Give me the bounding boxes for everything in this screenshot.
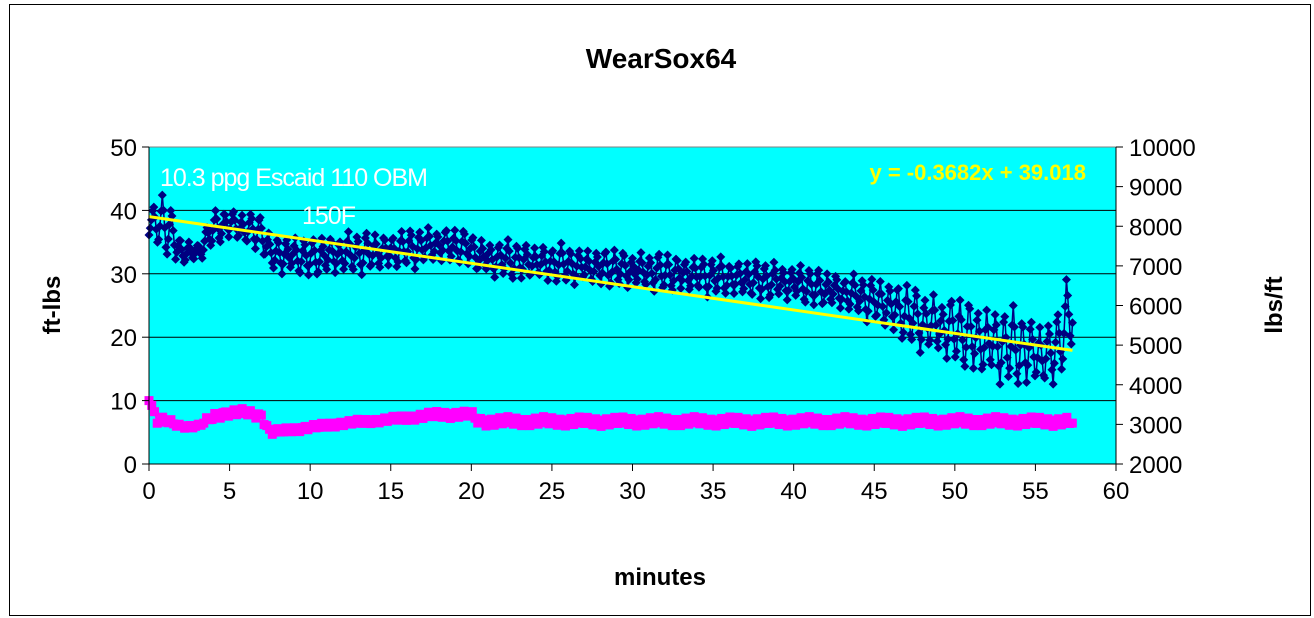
- data-point: [162, 249, 172, 259]
- x-tick-label: 50: [941, 478, 968, 505]
- x-tick-label: 45: [861, 478, 888, 505]
- fluid-annotation: 10.3 ppg Escaid 110 OBM: [160, 164, 427, 192]
- x-tick-label: 15: [377, 478, 404, 505]
- y-left-tick-label: 30: [110, 262, 137, 289]
- x-tick-label: 20: [458, 478, 485, 505]
- data-point: [456, 247, 466, 257]
- y-right-axis-label: lbs/ft: [1261, 276, 1288, 333]
- x-tick-label: 35: [700, 478, 727, 505]
- y-right-tick-label: 6000: [1129, 294, 1182, 321]
- y-right-tick-label: 8000: [1129, 214, 1182, 241]
- y-left-tick-label: 40: [110, 198, 137, 225]
- data-point: [557, 248, 567, 258]
- x-tick-label: 60: [1103, 478, 1130, 505]
- x-tick-label: 5: [223, 478, 236, 505]
- axes: [142, 146, 1123, 471]
- temperature-annotation: 150F: [302, 202, 356, 230]
- y-right-tick-label: 5000: [1129, 333, 1182, 360]
- data-point: [663, 250, 673, 260]
- x-tick-label: 10: [297, 478, 324, 505]
- x-tick-label: 55: [1022, 478, 1049, 505]
- series-left-ft-lbs: [144, 190, 1077, 389]
- y-left-tick-label: 50: [110, 135, 137, 162]
- data-point: [1067, 418, 1077, 428]
- chart-title: WearSox64: [586, 43, 737, 74]
- y-right-tick-label: 4000: [1129, 373, 1182, 400]
- y-right-tick-label: 9000: [1129, 175, 1182, 202]
- series-group: [144, 190, 1077, 439]
- x-tick-label: 25: [539, 478, 566, 505]
- plot-area: [149, 147, 1116, 464]
- y-left-tick-label: 0: [124, 452, 137, 479]
- trendline: [148, 215, 1073, 352]
- y-right-tick-label: 10000: [1129, 135, 1196, 162]
- trendline-group: [148, 215, 1073, 352]
- series-right-lbs-ft: [144, 396, 1077, 439]
- trendline-equation: y = -0.3682x + 39.018: [869, 160, 1086, 185]
- x-tick-label: 30: [619, 478, 646, 505]
- tick-labels: 0 5 10 15 20 25 30 35 40 45 50 55 60 0 10 20 30 40 50 2000 3…: [110, 135, 1195, 505]
- y-left-tick-label: 10: [110, 389, 137, 416]
- x-tick-label: 40: [780, 478, 807, 505]
- x-axis-label: minutes: [614, 564, 706, 591]
- x-tick-label: 0: [142, 478, 155, 505]
- y-left-tick-label: 20: [110, 325, 137, 352]
- data-point: [1067, 318, 1077, 328]
- y-right-tick-label: 2000: [1129, 452, 1182, 479]
- y-right-tick-label: 3000: [1129, 412, 1182, 439]
- y-right-tick-label: 7000: [1129, 254, 1182, 281]
- y-left-axis-label: ft-lbs: [39, 276, 66, 335]
- series-segment: [1063, 306, 1066, 334]
